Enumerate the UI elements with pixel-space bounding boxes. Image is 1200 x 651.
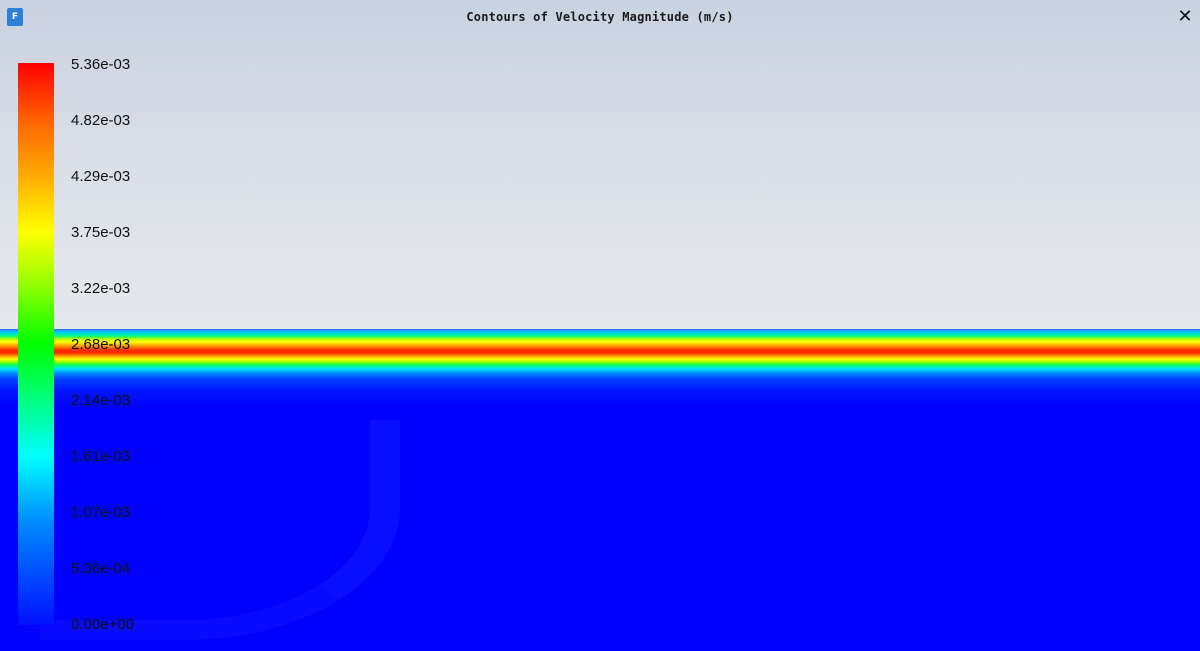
legend-label: 1.07e-03 xyxy=(71,504,131,521)
legend-label-min: 0.00e+00 xyxy=(71,616,134,633)
legend-label: 3.22e-03 xyxy=(71,280,131,297)
legend-label-max: 5.36e-03 xyxy=(71,56,131,73)
title-bar: F Contours of Velocity Magnitude (m/s) ✕ xyxy=(0,0,1200,34)
legend-label: 3.75e-03 xyxy=(71,224,131,241)
legend-label: 2.14e-03 xyxy=(71,392,131,409)
velocity-contour-field xyxy=(0,329,1200,651)
legend-label: 5.36e-04 xyxy=(71,560,131,577)
legend-label: 4.29e-03 xyxy=(71,168,131,185)
legend-label: 1.61e-03 xyxy=(71,448,131,465)
app-icon[interactable]: F xyxy=(7,8,23,26)
close-icon[interactable]: ✕ xyxy=(1177,6,1193,27)
colormap-legend-bar xyxy=(18,63,54,625)
legend-label: 2.68e-03 xyxy=(71,336,131,353)
window-title: Contours of Velocity Magnitude (m/s) xyxy=(466,10,734,24)
legend-label: 4.82e-03 xyxy=(71,112,131,129)
